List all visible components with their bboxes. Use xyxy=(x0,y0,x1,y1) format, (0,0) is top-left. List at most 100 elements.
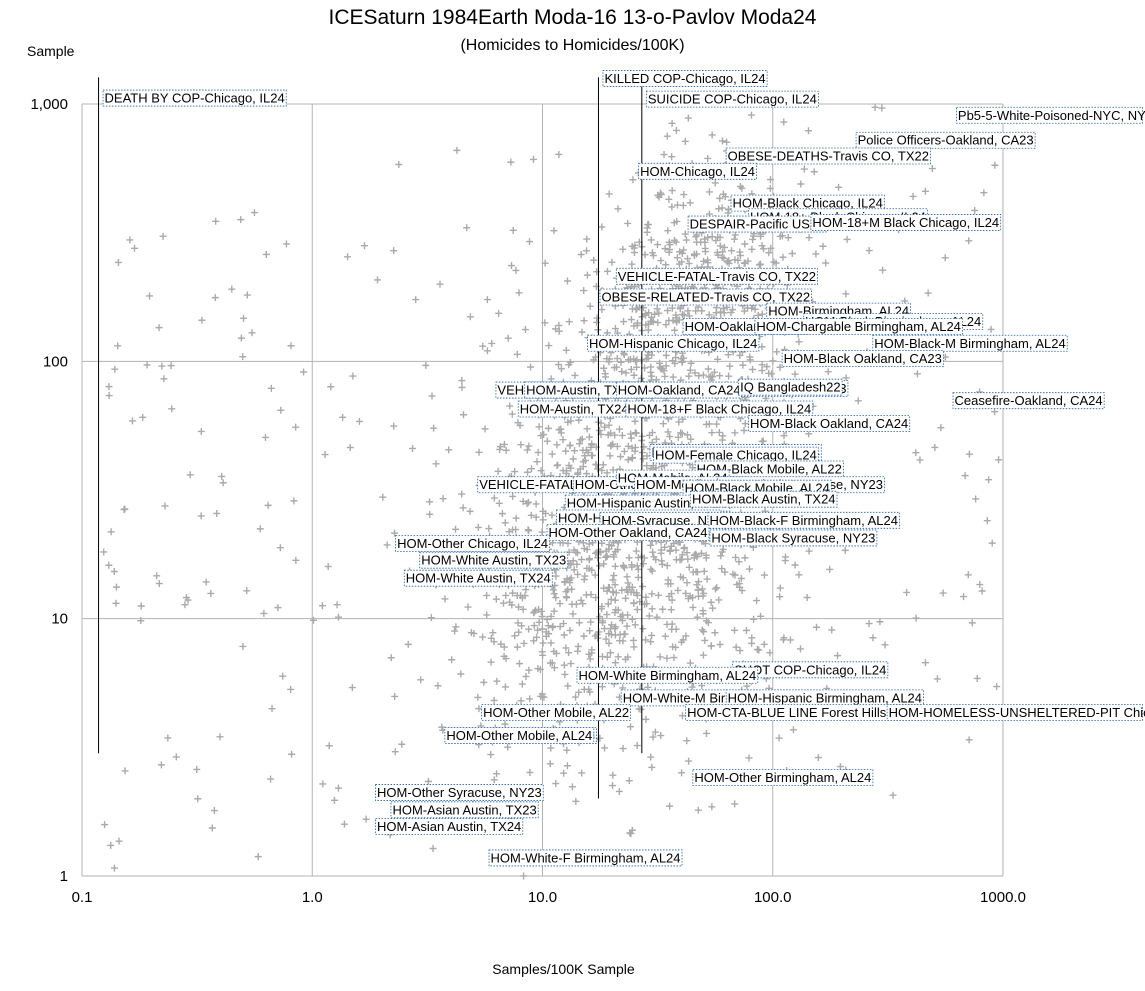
data-point xyxy=(374,276,382,284)
data-point xyxy=(976,581,984,589)
data-point xyxy=(532,513,540,521)
data-point xyxy=(620,447,628,455)
data-point xyxy=(666,246,674,254)
data-point xyxy=(607,441,615,449)
data-point xyxy=(100,548,108,556)
data-point xyxy=(143,361,151,369)
data-point xyxy=(699,651,707,659)
data-point xyxy=(742,626,750,634)
data-point xyxy=(512,514,520,522)
data-point xyxy=(594,326,602,334)
label-text: SUICIDE COP-Chicago, IL24 xyxy=(648,92,817,107)
label-text: DESPAIR-Pacific US23 xyxy=(690,217,825,232)
data-point xyxy=(921,659,929,667)
data-point xyxy=(570,566,578,574)
label-text: HOM-Hispanic Austin, TX23 xyxy=(567,496,729,511)
data-point xyxy=(620,351,628,359)
data-point xyxy=(458,383,466,391)
data-point xyxy=(623,622,631,630)
data-point xyxy=(826,565,834,573)
data-point xyxy=(161,502,169,510)
data-point xyxy=(601,370,609,378)
data-point xyxy=(555,426,563,434)
label-text: HOM-White-F Birmingham, AL24 xyxy=(491,850,681,865)
data-point xyxy=(627,830,635,838)
data-point xyxy=(537,692,545,700)
data-point xyxy=(631,241,639,249)
data-point xyxy=(968,619,976,627)
data-point xyxy=(647,541,655,549)
data-point xyxy=(504,334,512,342)
data-point xyxy=(633,589,641,597)
data-point xyxy=(668,620,676,628)
data-point xyxy=(348,684,356,692)
data-point xyxy=(448,656,456,664)
data-point xyxy=(668,596,676,604)
data-point xyxy=(532,500,540,508)
data-point xyxy=(614,546,622,554)
data-point xyxy=(578,556,586,564)
data-point xyxy=(496,445,504,453)
data-point xyxy=(666,802,674,810)
data-point xyxy=(665,317,673,325)
data-point xyxy=(747,111,755,119)
data-point xyxy=(517,441,525,449)
data-point xyxy=(724,351,732,359)
data-point xyxy=(243,587,251,595)
data-point xyxy=(432,460,440,468)
data-point xyxy=(657,191,665,199)
label-text: HOM-White Birmingham, AL24 xyxy=(579,668,757,683)
data-point xyxy=(681,230,689,238)
data-point xyxy=(741,240,749,248)
data-point xyxy=(651,310,659,318)
data-point xyxy=(453,146,461,154)
data-point xyxy=(634,319,642,327)
vertical-lines xyxy=(98,77,643,799)
label-box xyxy=(602,70,768,87)
data-point xyxy=(560,631,568,639)
data-point xyxy=(677,355,685,363)
data-point xyxy=(746,353,754,361)
data-point xyxy=(731,256,739,264)
data-point xyxy=(731,429,739,437)
data-point xyxy=(617,358,625,366)
x-tick-label: 0.1 xyxy=(72,889,93,906)
label-text: Police Officers-Oakland, CA23 xyxy=(858,133,1034,148)
data-point xyxy=(740,426,748,434)
data-point xyxy=(537,607,545,615)
data-point xyxy=(765,249,773,257)
data-point xyxy=(495,499,503,507)
data-point xyxy=(333,601,341,609)
data-point xyxy=(181,601,189,609)
data-point xyxy=(649,548,657,556)
data-point xyxy=(424,777,432,785)
label-text: HOM-Austin, TX22 xyxy=(526,383,635,398)
data-point xyxy=(644,326,652,334)
data-point xyxy=(274,604,282,612)
label-text: HOM-Black Austin, TX24 xyxy=(692,492,836,507)
data-point xyxy=(748,639,756,647)
data-point xyxy=(725,257,733,265)
data-point xyxy=(766,649,774,657)
data-point xyxy=(604,600,612,608)
label-box xyxy=(625,400,814,418)
data-point xyxy=(663,132,671,140)
label-box xyxy=(481,704,631,721)
data-point xyxy=(639,455,647,463)
point-label: HOM-Other Chicago, IL24 xyxy=(395,535,551,552)
label-text: HOM-Asian Austin, TX23 xyxy=(392,802,536,817)
data-point xyxy=(239,353,247,361)
data-point xyxy=(912,449,920,457)
data-point xyxy=(526,238,534,246)
data-point xyxy=(518,622,526,630)
data-point xyxy=(553,462,561,470)
data-point xyxy=(665,592,673,600)
point-label: VEHICLE-FATAL-Travis CO, TX22 xyxy=(615,267,818,285)
data-point xyxy=(665,195,673,203)
data-point xyxy=(500,599,508,607)
label-box xyxy=(375,784,544,801)
data-point xyxy=(346,443,354,451)
data-point xyxy=(105,392,113,400)
data-point xyxy=(879,266,887,274)
data-point xyxy=(467,629,475,637)
